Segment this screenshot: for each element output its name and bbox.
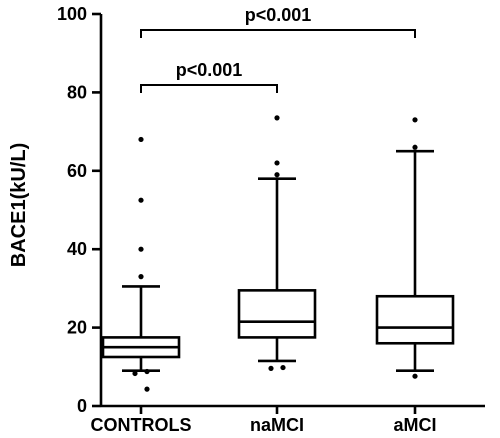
outlier-point bbox=[138, 246, 144, 252]
outlier-point bbox=[412, 117, 418, 123]
box-group bbox=[375, 117, 455, 379]
y-tick-label: 20 bbox=[67, 318, 87, 338]
x-tick-label: CONTROLS bbox=[91, 415, 192, 435]
boxes bbox=[101, 115, 455, 392]
p-value-label: p<0.001 bbox=[245, 5, 312, 25]
bracket-line bbox=[140, 84, 278, 93]
outlier-point bbox=[280, 364, 286, 371]
y-axis-label: BACE1(kU/L) bbox=[8, 143, 30, 267]
y-tick-label: 0 bbox=[77, 396, 87, 416]
outlier-point bbox=[138, 274, 144, 280]
x-tick-label: aMCI bbox=[393, 415, 436, 435]
y-tick-label: 80 bbox=[67, 82, 87, 102]
significance-annotations: p<0.001 p<0.001 bbox=[140, 5, 416, 93]
outlier-point bbox=[274, 172, 280, 178]
box-iqr bbox=[375, 294, 455, 345]
bracket-line bbox=[140, 29, 416, 38]
significance-bracket: p<0.001 bbox=[140, 60, 278, 93]
x-tick-label: naMCI bbox=[250, 415, 304, 435]
outlier-point bbox=[138, 197, 144, 203]
box-group bbox=[237, 115, 317, 371]
outlier-point bbox=[268, 365, 274, 371]
y-tick-label: 60 bbox=[67, 161, 87, 181]
outlier-point bbox=[274, 160, 280, 166]
y-tick-label: 100 bbox=[57, 4, 87, 24]
axes: 0 20 40 60 80 100 CONTROLS naMCI aMCI bbox=[57, 4, 485, 435]
box-group bbox=[101, 136, 181, 392]
significance-bracket: p<0.001 bbox=[140, 5, 416, 38]
outlier-point bbox=[274, 115, 280, 121]
outlier-point bbox=[144, 386, 150, 392]
outlier-point bbox=[132, 370, 138, 377]
outlier-point bbox=[412, 373, 418, 379]
p-value-label: p<0.001 bbox=[176, 60, 243, 80]
box-iqr bbox=[237, 289, 317, 339]
outlier-point bbox=[138, 136, 144, 143]
outlier-point bbox=[144, 368, 150, 375]
outlier-point bbox=[412, 144, 418, 150]
y-tick-label: 40 bbox=[67, 239, 87, 259]
